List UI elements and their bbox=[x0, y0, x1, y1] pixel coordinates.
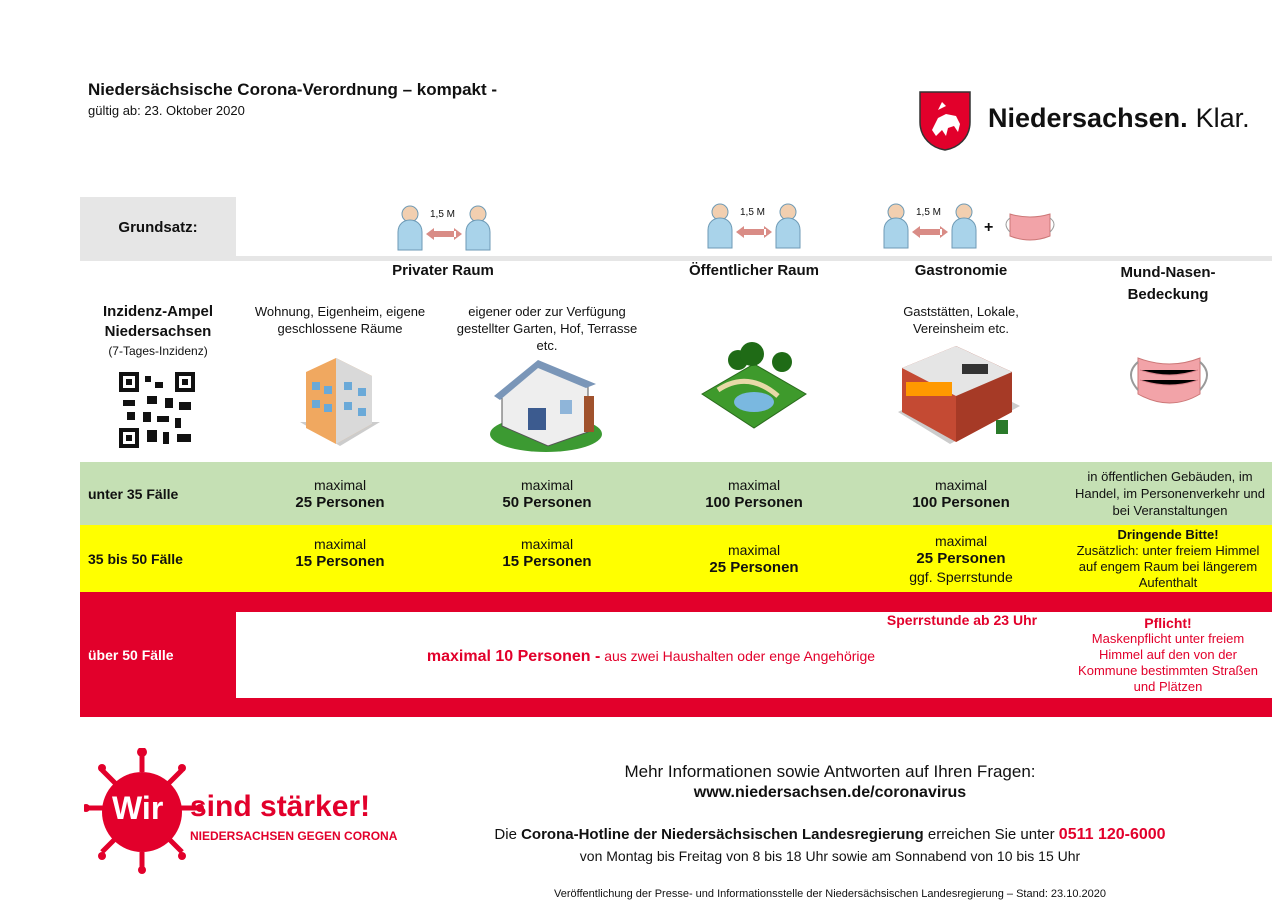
distance-icon-private bbox=[396, 202, 492, 257]
people-circle-icon bbox=[82, 747, 204, 874]
hotline-name: Corona-Hotline der Niedersächsischen Lan… bbox=[521, 826, 924, 843]
distance-icon-public bbox=[706, 200, 802, 255]
green-gastro: maximal 100 Personen bbox=[858, 462, 1064, 525]
green-private-home: maximal 25 Personen bbox=[236, 462, 444, 525]
restaurant-icon bbox=[892, 338, 1026, 463]
cell-text: maximal bbox=[934, 532, 988, 549]
cell-value: 25 Personen bbox=[295, 493, 385, 511]
cell-value: 15 Personen bbox=[295, 552, 385, 570]
hotline-phone[interactable]: 0511 120-6000 bbox=[1058, 826, 1166, 843]
hotline-pre: Die bbox=[494, 826, 517, 843]
cell-value: 25 Personen bbox=[916, 549, 1006, 567]
credit-text: Veröffentlichung der Presse- und Informa… bbox=[554, 888, 1106, 900]
max-10-persons: maximal 10 Personen - bbox=[426, 648, 601, 665]
face-mask-icon bbox=[1124, 344, 1214, 415]
logo-wordmark: Niedersachsen. Klar. bbox=[988, 102, 1250, 134]
apartment-building-icon bbox=[294, 352, 386, 453]
coat-of-arms-icon bbox=[919, 91, 971, 151]
households-note: aus zwei Haushalten oder enge Angehörige bbox=[604, 648, 876, 664]
cell-text: maximal bbox=[727, 541, 781, 558]
distance-label: 1,5 M bbox=[430, 209, 456, 220]
grundsatz-label-box: Grundsatz: bbox=[80, 197, 236, 257]
mask-request-text: Zusätzlich: unter freiem Himmel auf enge… bbox=[1076, 542, 1260, 590]
row-green bbox=[80, 462, 1272, 525]
label-under-35: unter 35 Fälle bbox=[88, 485, 179, 502]
logo-text-klar: Klar. bbox=[1195, 103, 1250, 133]
mask-icon-small bbox=[1002, 208, 1058, 249]
ampel-subtitle: (7-Tages-Inzidenz) bbox=[108, 344, 208, 358]
label-35-50: 35 bis 50 Fälle bbox=[88, 550, 183, 567]
cell-value: 50 Personen bbox=[502, 493, 592, 511]
info-url[interactable]: www.niedersachsen.de/coronavirus bbox=[693, 784, 967, 801]
desc-home: Wohnung, Eigenheim, eigene geschlossene … bbox=[254, 304, 426, 336]
page-title: Niedersächsische Corona-Verordnung – kom… bbox=[88, 80, 498, 99]
cell-note: ggf. Sperrstunde bbox=[909, 568, 1013, 585]
niedersachsen-logo bbox=[918, 90, 972, 157]
logo-sub: NIEDERSACHSEN GEGEN CORONA bbox=[190, 829, 398, 843]
row-red-inner bbox=[236, 612, 1272, 698]
logo-wir: Wir bbox=[112, 790, 164, 826]
col-title-gastro: Gastronomie bbox=[914, 262, 1008, 279]
plus-sign: + bbox=[984, 219, 994, 236]
grundsatz-label: Grundsatz: bbox=[118, 218, 198, 236]
mask-duty-title: Pflicht! bbox=[1144, 615, 1192, 631]
logo-text: Niedersachsen. bbox=[988, 103, 1188, 133]
curfew-text: Sperrstunde ab 23 Uhr bbox=[886, 612, 1038, 628]
mask-duty-text: Maskenpflicht unter freiem Himmel auf de… bbox=[1078, 631, 1258, 694]
red-mask: Pflicht! Maskenpflicht unter freiem Himme… bbox=[1068, 612, 1268, 698]
label-over-50: über 50 Fälle bbox=[88, 647, 174, 663]
cell-text: maximal bbox=[520, 476, 574, 493]
green-public: maximal 100 Personen bbox=[650, 462, 858, 525]
house-garden-icon bbox=[488, 356, 604, 459]
divider bbox=[80, 256, 1272, 261]
cell-text: maximal bbox=[313, 476, 367, 493]
valid-from: gültig ab: 23. Oktober 2020 bbox=[88, 103, 245, 118]
qr-code-icon[interactable] bbox=[119, 372, 195, 453]
cell-value: 25 Personen bbox=[709, 558, 799, 576]
col-title-mask: Mund-Nasen-Bedeckung bbox=[1120, 264, 1216, 303]
info-text: Mehr Informationen sowie Antworten auf I… bbox=[624, 762, 1036, 781]
col-title-private: Privater Raum bbox=[392, 262, 494, 279]
ampel-block: Inzidenz-Ampel Niedersachsen (7-Tages-In… bbox=[80, 302, 236, 359]
green-private-garden: maximal 50 Personen bbox=[444, 462, 650, 525]
ampel-title: Inzidenz-Ampel Niedersachsen bbox=[102, 303, 213, 340]
yellow-mask: Dringende Bitte! Zusätzlich: unter freiem… bbox=[1068, 525, 1268, 592]
col-title-public: Öffentlicher Raum bbox=[688, 262, 820, 279]
distance-label: 1,5 M bbox=[916, 207, 942, 218]
hotline-text: Die Corona-Hotline der Niedersächsischen… bbox=[400, 825, 1260, 844]
cell-value: 100 Personen bbox=[912, 493, 1010, 511]
row-yellow bbox=[80, 525, 1272, 592]
distance-icon-gastro bbox=[882, 200, 978, 255]
cell-text: maximal bbox=[313, 535, 367, 552]
desc-gastro: Gaststätten, Lokale, Vereinsheim etc. bbox=[903, 304, 1019, 336]
park-icon bbox=[698, 332, 810, 441]
distance-label: 1,5 M bbox=[740, 207, 766, 218]
yellow-public: maximal 25 Personen bbox=[650, 525, 858, 592]
cell-value: 100 Personen bbox=[705, 493, 803, 511]
yellow-gastro: maximal 25 Personen ggf. Sperrstunde bbox=[858, 525, 1064, 592]
wir-sind-staerker-logo bbox=[82, 747, 204, 879]
yellow-private-garden: maximal 15 Personen bbox=[444, 525, 650, 580]
desc-garden: eigener oder zur Verfügung gestellter Ga… bbox=[456, 304, 638, 353]
yellow-private-home: maximal 15 Personen bbox=[236, 525, 444, 580]
logo-main: sind stärker! bbox=[190, 790, 371, 823]
red-main-text: maximal 10 Personen - aus zwei Haushalte… bbox=[236, 648, 1066, 666]
hotline-mid: erreichen Sie unter bbox=[927, 826, 1055, 843]
hotline-hours: von Montag bis Freitag von 8 bis 18 Uhr … bbox=[579, 848, 1081, 864]
cell-text: maximal bbox=[727, 476, 781, 493]
green-mask: in öffentlichen Gebäuden, im Handel, im … bbox=[1074, 469, 1266, 518]
cell-text: maximal bbox=[934, 476, 988, 493]
cell-value: 15 Personen bbox=[502, 552, 592, 570]
cell-text: maximal bbox=[520, 535, 574, 552]
mask-request-title: Dringende Bitte! bbox=[1117, 526, 1219, 542]
